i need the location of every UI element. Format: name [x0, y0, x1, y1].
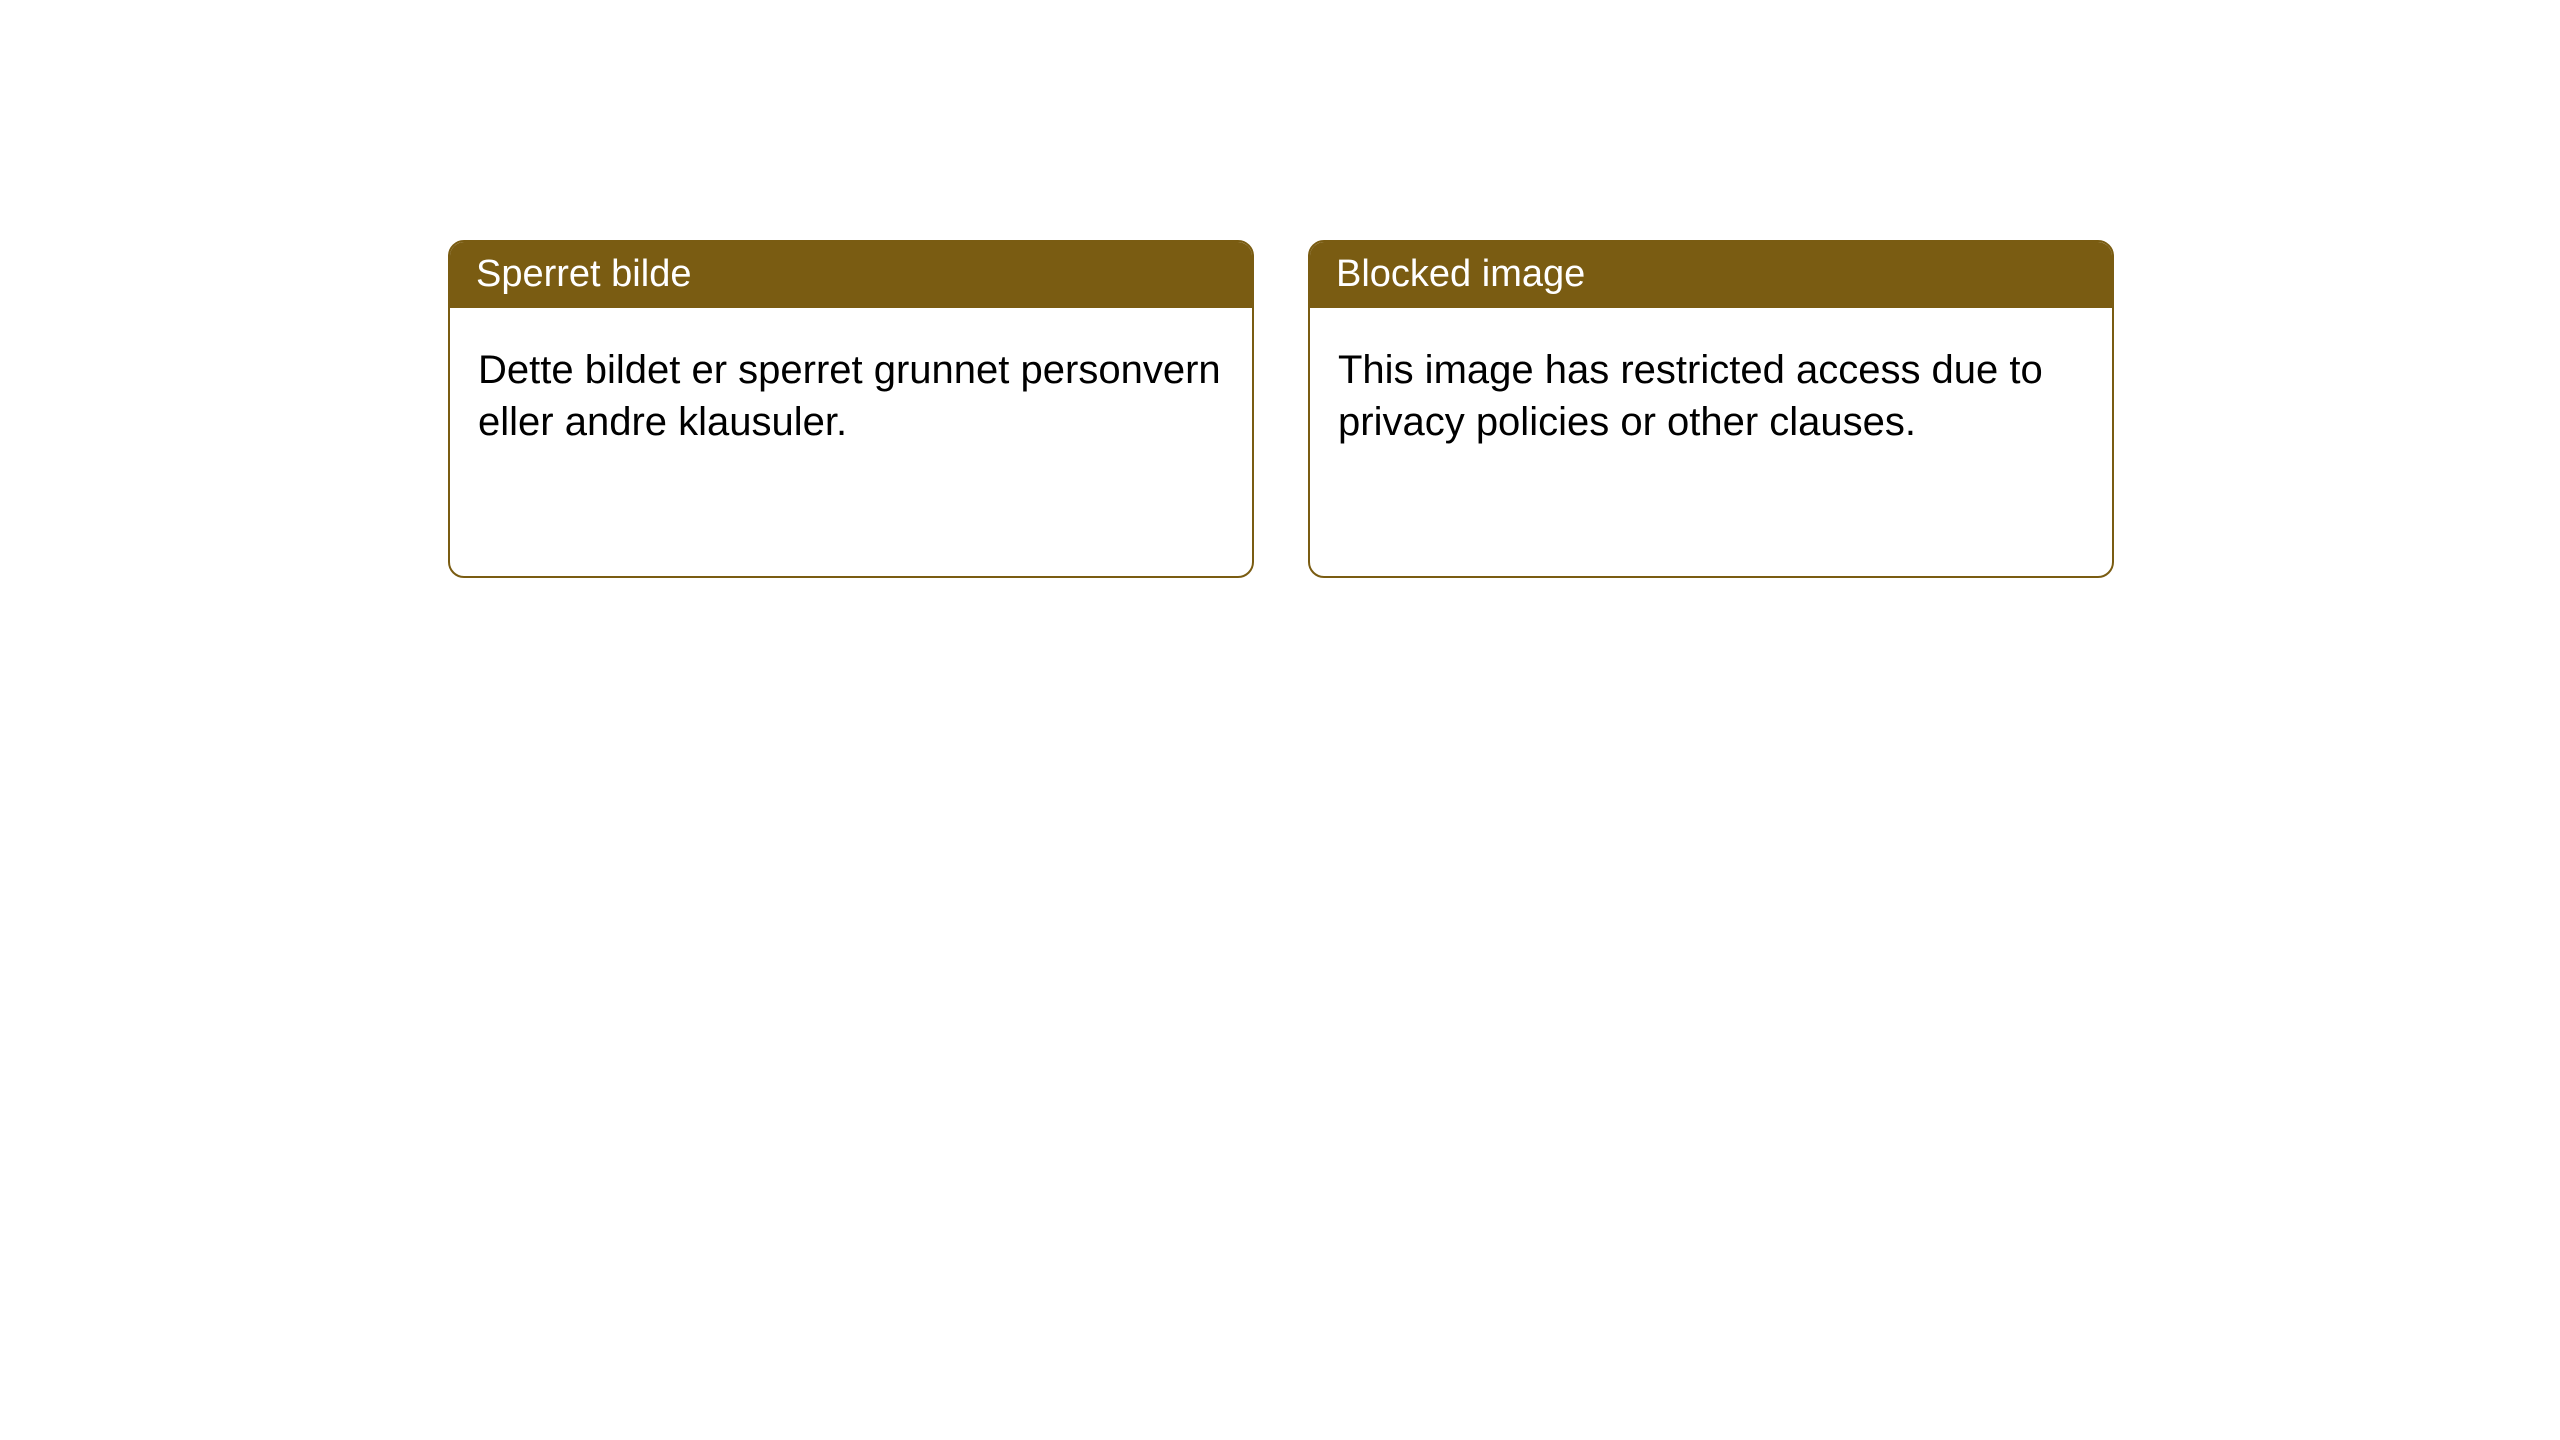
notice-card-english: Blocked image This image has restricted …	[1308, 240, 2114, 578]
card-body-english: This image has restricted access due to …	[1310, 308, 2112, 486]
card-title-norwegian: Sperret bilde	[450, 242, 1252, 308]
card-title-english: Blocked image	[1310, 242, 2112, 308]
notice-card-norwegian: Sperret bilde Dette bildet er sperret gr…	[448, 240, 1254, 578]
notice-card-container: Sperret bilde Dette bildet er sperret gr…	[448, 240, 2114, 578]
card-body-norwegian: Dette bildet er sperret grunnet personve…	[450, 308, 1252, 486]
